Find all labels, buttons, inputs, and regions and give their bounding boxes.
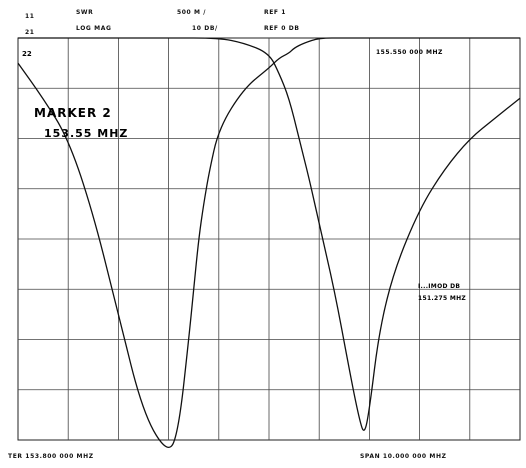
- trace-2: [17, 37, 521, 431]
- marker-readout-right-2: 151.275 MHZ: [418, 295, 466, 302]
- ref-line-2: REF 0 DB: [264, 25, 300, 32]
- param-line-2: LOG MAG: [76, 25, 112, 32]
- plot-grid: [17, 37, 521, 441]
- corner-tag: 22: [22, 50, 32, 58]
- trace-1: [17, 37, 520, 448]
- center-frequency: TER 153.800 000 MHZ: [8, 453, 94, 460]
- channel-line-2: 21: [25, 29, 35, 36]
- ref-line-1: REF 1: [264, 9, 287, 16]
- marker-readout-top: 155.550 000 MHZ: [376, 49, 443, 56]
- plot-annotations: 22 MARKER 2 153.55 MHZ 155.550 000 MHZ I…: [22, 49, 466, 302]
- span-frequency: SPAN 10.000 000 MHZ: [360, 453, 447, 460]
- scale-line-1: 500 M /: [177, 9, 207, 16]
- marker-title: MARKER 2: [34, 106, 112, 120]
- plot-traces: [17, 37, 521, 448]
- param-line-1: SWR: [76, 9, 94, 16]
- marker-frequency: 153.55 MHZ: [44, 127, 128, 140]
- channel-line-1: 11: [25, 13, 35, 20]
- scale-line-2: 10 DB/: [192, 25, 218, 32]
- marker-readout-right-1: I...IMOD DB: [418, 283, 460, 290]
